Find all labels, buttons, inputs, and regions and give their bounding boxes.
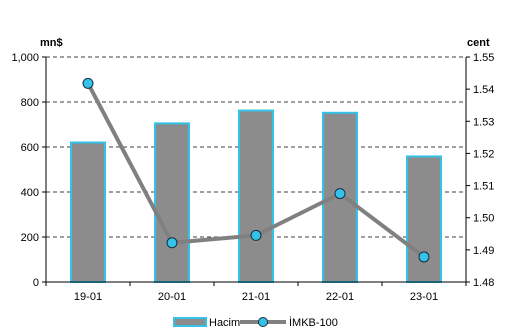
left-tick-label: 0 <box>33 277 39 289</box>
x-tick-label: 21-01 <box>242 291 270 303</box>
bar-hacim-20-01 <box>154 122 190 283</box>
bar-hacim-23-01 <box>406 155 442 283</box>
bar-hacim-19-01 <box>70 141 106 283</box>
x-tick-label: 19-01 <box>74 291 102 303</box>
right-tick-label: 1.53 <box>473 116 494 128</box>
axes <box>45 57 467 283</box>
left-axis-unit: mn$ <box>40 37 63 49</box>
left-axis-ticks: 0 200 400 600 800 1,000 <box>11 52 46 289</box>
legend: Hacim İMKB-100 <box>173 316 338 329</box>
legend-marker-imkb100 <box>258 317 268 327</box>
legend-label-hacim: Hacim <box>209 317 240 329</box>
legend-swatch-hacim <box>173 317 207 327</box>
right-tick-label: 1.48 <box>473 277 494 289</box>
x-axis-ticks: 19-01 20-01 21-01 22-01 23-01 <box>45 282 467 303</box>
right-tick-label: 1.52 <box>473 148 494 160</box>
point-imkb100-22-01 <box>334 188 346 200</box>
x-tick-label: 23-01 <box>410 291 438 303</box>
bars-hacim <box>70 109 442 283</box>
point-imkb100-19-01 <box>82 77 94 89</box>
legend-label-imkb100: İMKB-100 <box>289 316 338 329</box>
right-tick-label: 1.50 <box>473 213 494 225</box>
left-tick-label: 800 <box>21 97 39 109</box>
right-tick-label: 1.51 <box>473 181 494 193</box>
right-axis-ticks: 1.48 1.49 1.50 1.51 1.52 1.53 1.54 1.55 <box>466 52 494 289</box>
right-axis-unit: cent <box>467 37 490 49</box>
left-tick-label: 400 <box>21 187 39 199</box>
point-imkb100-23-01 <box>418 251 430 263</box>
left-tick-label: 600 <box>21 142 39 154</box>
right-tick-label: 1.54 <box>473 84 494 96</box>
bar-hacim-21-01 <box>238 109 274 283</box>
right-tick-label: 1.55 <box>473 52 494 64</box>
x-tick-label: 22-01 <box>326 291 354 303</box>
right-tick-label: 1.49 <box>473 245 494 257</box>
line-imkb100 <box>82 77 430 263</box>
left-tick-label: 1,000 <box>11 52 39 64</box>
point-imkb100-20-01 <box>166 237 178 249</box>
left-tick-label: 200 <box>21 232 39 244</box>
x-tick-label: 20-01 <box>158 291 186 303</box>
point-imkb100-21-01 <box>250 229 262 241</box>
